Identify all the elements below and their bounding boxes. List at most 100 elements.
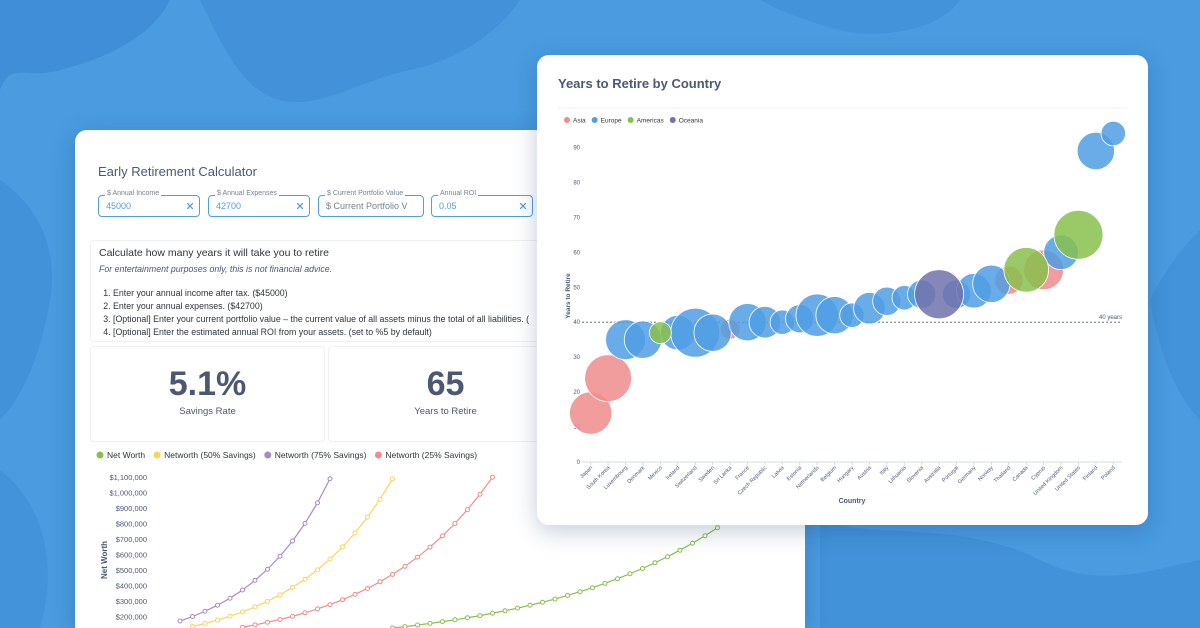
data-point [302,520,308,526]
data-point [390,476,395,482]
data-point [615,576,620,582]
x-axis-label: Country [839,498,866,505]
legend-swatch [264,451,272,459]
data-point [240,624,245,628]
data-point [290,538,295,544]
data-point [227,613,233,619]
data-point [352,530,358,536]
clear-icon[interactable] [187,203,193,209]
data-point [390,571,395,577]
input-value: 42700 [216,201,242,211]
y-axis-label: Net Worth [100,541,109,579]
x-tick-label: Germany [957,465,977,485]
data-point [702,533,708,539]
step: Enter your annual income after tax. ($45… [113,287,529,300]
data-point [427,544,433,550]
bubble [649,321,672,345]
instructions-box: Calculate how many years it will take yo… [90,240,552,342]
data-point [552,596,558,602]
data-point [627,571,633,577]
y-tick-label: 30 [573,355,580,361]
data-point [252,622,258,628]
data-point [465,507,470,513]
legend-swatch [96,451,104,459]
y-tick-label: 70 [573,215,580,221]
data-point [515,605,520,611]
y-tick-label: $500,000 [116,566,147,575]
data-point [277,616,283,622]
data-point [327,476,333,482]
data-point [565,592,570,598]
x-tick-label: Italy [879,465,891,477]
clear-icon[interactable] [520,203,526,209]
income-input[interactable]: $ Annual Income 45000 [98,190,200,217]
data-point [452,617,458,623]
data-point [215,617,220,623]
y-tick-label: $200,000 [116,613,147,622]
y-tick-label: $1,000,000 [109,489,147,498]
data-point [590,585,595,591]
x-tick-label: Canada [1012,465,1031,484]
data-point [265,566,270,572]
data-point [377,579,383,585]
legend-swatch [591,117,598,123]
input-label: Annual ROI [438,190,479,197]
y-tick-label: 20 [573,390,580,396]
data-point [240,609,245,615]
legend-label: Asia [573,118,586,125]
data-point [290,613,295,619]
x-tick-label: Cyprus [1030,465,1047,482]
data-point [465,615,470,621]
data-point [490,474,495,480]
data-point [602,580,608,586]
data-point [202,608,208,614]
data-point [677,547,683,553]
data-point [690,540,695,546]
years-card: 65 Years to Retire [328,346,563,442]
data-point [265,619,270,625]
data-point [227,595,233,601]
x-tick-label: Denmark [626,465,646,485]
data-point [440,619,445,625]
input-label: $ Annual Expenses [215,190,279,197]
bubble [1003,247,1049,293]
data-point [315,567,320,573]
data-point [290,585,295,591]
portfolio-input[interactable]: $ Current Portfolio Value $ Current Port… [318,190,424,217]
x-tick-label: Thailand [993,465,1012,484]
expenses-input[interactable]: $ Annual Expenses 42700 [208,190,310,217]
data-point [340,544,345,550]
y-tick-label: 60 [573,250,580,256]
clear-icon[interactable] [297,203,303,209]
legend-label: Networth (50% Savings) [164,450,256,460]
stat-label: Savings Rate [179,406,236,417]
roi-input[interactable]: Annual ROI 0.05 [431,190,533,217]
data-point [652,560,658,566]
stat-value: 5.1% [168,365,247,403]
input-label: $ Annual Income [105,190,162,197]
x-tick-label: Ireland [665,465,681,481]
stat-value: 65 [426,365,465,403]
input-placeholder: $ Current Portfolio Value [326,201,407,211]
y-tick-label: $800,000 [116,520,147,529]
steps-list: Enter your annual income after tax. ($45… [99,287,529,339]
bubble [584,354,632,402]
data-point [190,623,195,628]
data-point [240,587,245,593]
input-value: 45000 [106,201,132,211]
data-point [477,491,483,497]
x-tick-label: Slovenia [906,465,926,485]
data-point [402,563,408,569]
data-point [415,622,420,628]
legend-label: Oceania [679,118,704,125]
y-tick-label: $400,000 [116,582,147,591]
step: Enter your annual expenses. ($42700) [113,300,529,313]
y-tick-label: $900,000 [116,504,147,513]
y-tick-label: 40 [573,320,580,326]
x-tick-label: Finland [1082,465,1099,482]
x-tick-label: Austria [856,465,873,482]
data-point [302,610,308,616]
legend-label: Americas [637,118,665,125]
